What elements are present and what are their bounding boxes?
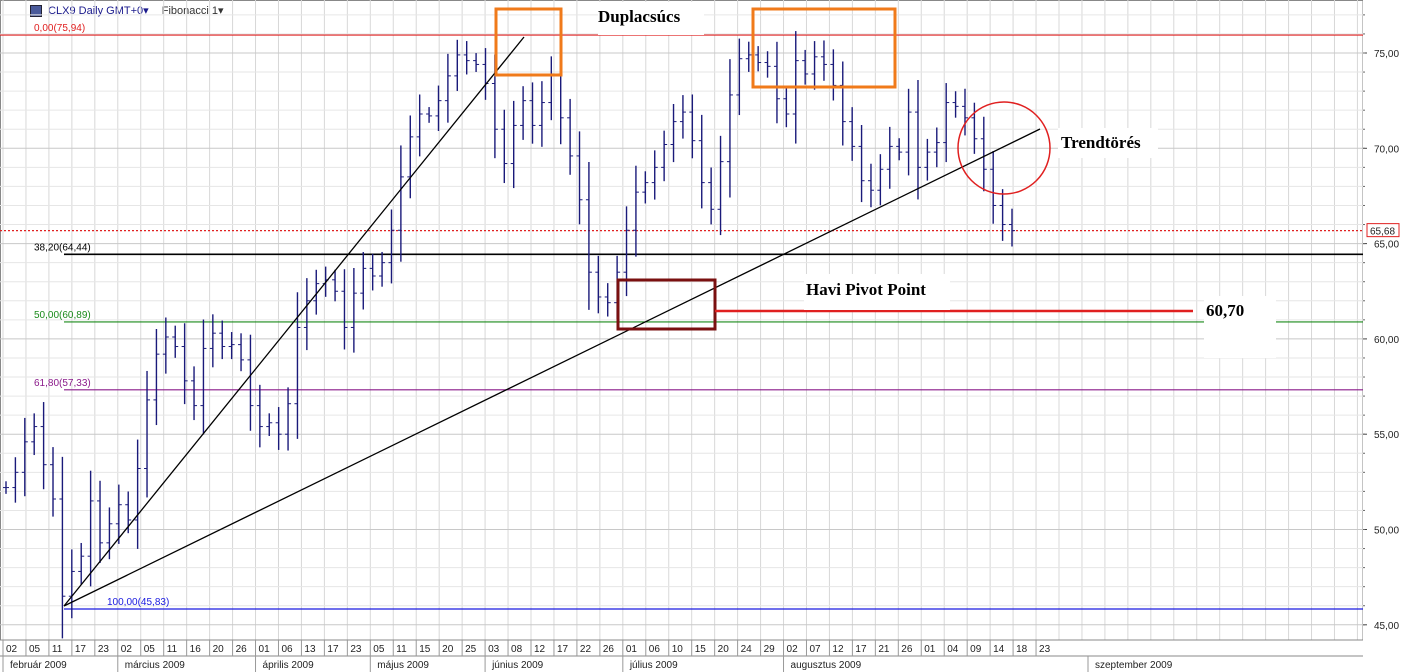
time-day-label: 23 (1039, 644, 1051, 655)
time-day-label: 01 (259, 644, 271, 655)
time-month-label: július 2009 (629, 660, 678, 671)
symbol-dropdown-icon[interactable]: ▾ (143, 5, 149, 17)
double-top-box-left (494, 7, 563, 77)
time-day-label: 10 (672, 644, 684, 655)
time-day-label: 20 (442, 644, 454, 655)
time-day-label: 14 (993, 644, 1005, 655)
time-day-label: 23 (98, 644, 110, 655)
time-day-label: 16 (190, 644, 202, 655)
label-backdrop-pivot (804, 274, 950, 310)
price-tick-label: 55,00 (1374, 430, 1399, 441)
trend-line (63, 128, 1041, 607)
time-day-label: 15 (695, 644, 707, 655)
time-day-label: 08 (511, 644, 523, 655)
time-day-label: 17 (557, 644, 569, 655)
price-axis: 45,00 50,00 55,00 60,00 65,00 70,00 75,00 65,68 (1363, 0, 1407, 672)
time-day-label: 26 (901, 644, 913, 655)
time-day-label: 26 (603, 644, 615, 655)
time-day-label: 17 (855, 644, 867, 655)
fibonacci-levels: 0,00(75,94) 38,20(64,44) 50,00(60,89) 61,80… (0, 23, 1363, 610)
time-month-label: augusztus 2009 (791, 660, 862, 671)
price-bars (3, 31, 1015, 639)
last-price-label: 65,68 (1370, 227, 1395, 238)
time-day-label: 03 (488, 644, 500, 655)
time-day-label: 24 (741, 644, 753, 655)
time-month-label: június 2009 (491, 660, 544, 671)
symbol-icon[interactable] (30, 5, 42, 18)
time-day-label: 04 (947, 644, 959, 655)
fib-level-label: 61,80(57,33) (34, 378, 91, 389)
study-dropdown-icon[interactable]: ▾ (217, 5, 224, 17)
time-day-label: 26 (236, 644, 248, 655)
time-day-label: 05 (144, 644, 156, 655)
price-tick-label: 75,00 (1374, 49, 1399, 60)
fib-level-label: 0,00(75,94) (34, 23, 85, 34)
time-day-label: 17 (327, 644, 339, 655)
price-axis-bg (1363, 0, 1407, 672)
time-day-label: 13 (304, 644, 316, 655)
time-day-label: 05 (373, 644, 385, 655)
time-month-label: február 2009 (10, 660, 67, 671)
time-day-label: 06 (281, 644, 293, 655)
price-tick-label: 60,00 (1374, 335, 1399, 346)
time-axis: 02 05 11 17 23 02 05 11 16 20 26 01 06 13 17 23 05 11 15 20… (0, 639, 1363, 672)
fib-level-label: 50,00(60,89) (34, 310, 91, 321)
time-day-label: 06 (649, 644, 661, 655)
price-tick-label: 45,00 (1374, 621, 1399, 632)
time-day-label: 07 (809, 644, 821, 655)
time-day-label: 29 (764, 644, 776, 655)
time-day-label: 02 (6, 644, 18, 655)
fib-level-label: 100,00(45,83) (107, 597, 169, 608)
time-day-label: 25 (465, 644, 477, 655)
pivot-box (616, 278, 717, 331)
time-month-label: április 2009 (263, 660, 315, 671)
fib-level-label: 38,20(64,44) (34, 242, 91, 253)
time-day-label: 11 (167, 644, 178, 655)
time-day-label: 09 (970, 644, 982, 655)
time-month-label: május 2009 (377, 660, 429, 671)
time-day-label: 05 (29, 644, 41, 655)
time-day-label: 01 (924, 644, 936, 655)
time-day-label: 22 (580, 644, 592, 655)
label-backdrop-value (1204, 296, 1276, 358)
price-tick-label: 65,00 (1374, 240, 1399, 251)
trend-break-label: Trendtörés (1061, 133, 1141, 152)
time-day-label: 11 (52, 644, 63, 655)
label-backdrop-top (598, 2, 704, 35)
pivot-value-label: 60,70 (1206, 301, 1244, 320)
time-day-label: 15 (419, 644, 431, 655)
time-day-label: 23 (350, 644, 362, 655)
time-day-label: 20 (213, 644, 225, 655)
double-top-label: Duplacsúcs (598, 7, 681, 26)
time-day-label: 12 (534, 644, 546, 655)
price-tick-label: 70,00 (1374, 144, 1399, 155)
time-day-label: 02 (787, 644, 799, 655)
time-day-label: 02 (121, 644, 133, 655)
time-day-label: 12 (832, 644, 844, 655)
time-month-label: március 2009 (125, 660, 185, 671)
time-day-label: 17 (75, 644, 87, 655)
time-day-label: 01 (626, 644, 638, 655)
trend-break-circle (957, 101, 1051, 195)
price-tick-label: 50,00 (1374, 526, 1399, 537)
double-top-box-right (751, 7, 897, 89)
chart-drawings: Duplacsúcs Trendtörés Havi Pivot Point 6… (63, 2, 1276, 607)
time-day-label: 18 (1016, 644, 1028, 655)
last-price-tag (1366, 223, 1400, 238)
pivot-label: Havi Pivot Point (806, 280, 926, 299)
time-day-label: 20 (718, 644, 730, 655)
time-day-label: 11 (396, 644, 407, 655)
time-day-label: 21 (878, 644, 890, 655)
chart-grid (0, 0, 1364, 641)
label-backdrop-trend (1058, 128, 1158, 158)
time-month-label: szeptember 2009 (1095, 660, 1173, 671)
study-label[interactable]: Fibonacci 1 (161, 5, 218, 17)
fan-line-steep (63, 36, 525, 607)
